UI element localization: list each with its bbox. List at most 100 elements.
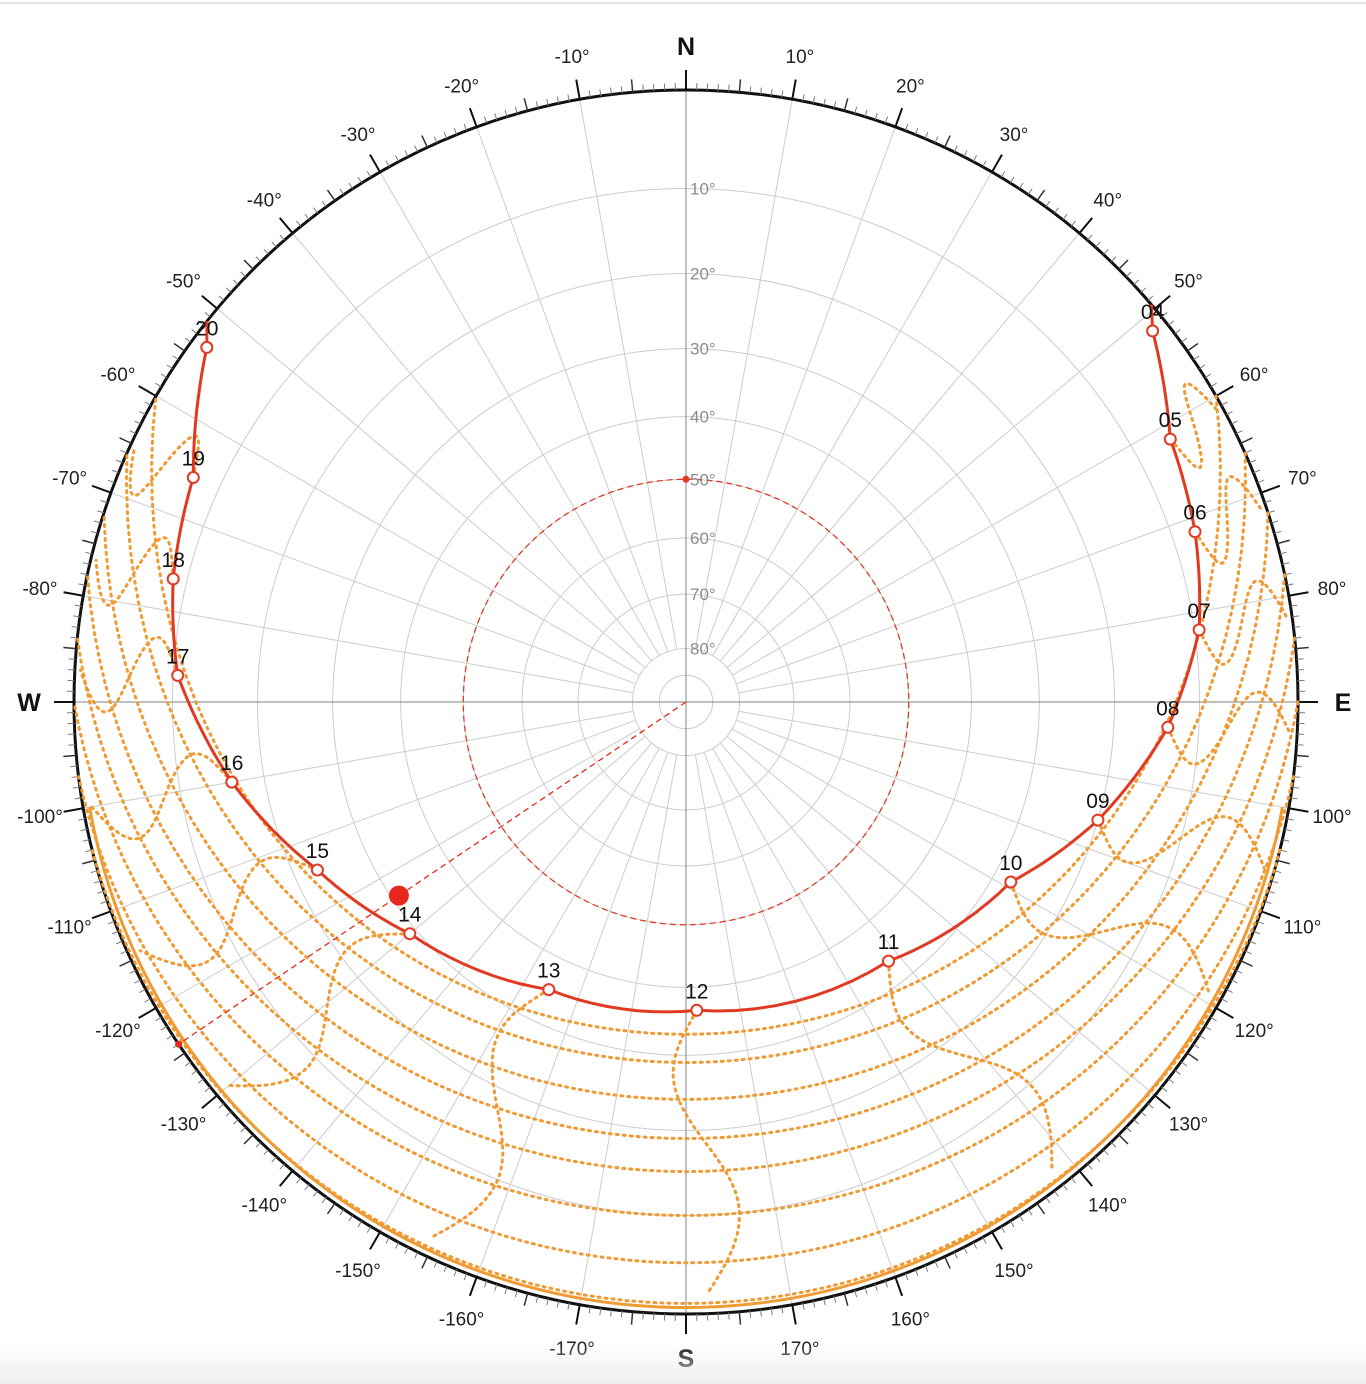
azimuth-tick [1186,1052,1199,1062]
azimuth-tick [225,1111,232,1117]
azimuth-tick [833,101,837,109]
azimuth-tick [924,1265,929,1272]
azimuth-tick [119,437,132,445]
hour-marker-08 [1161,720,1175,734]
azimuth-tick [1133,1119,1140,1125]
altitude-label: 40° [690,408,716,427]
azimuth-gridline [110,719,636,912]
hour-analemma [1009,880,1211,994]
azimuth-tick [1279,551,1287,555]
azimuth-tick [1009,176,1015,184]
azimuth-tick [483,1280,488,1288]
azimuth-tick [494,1283,498,1291]
azimuth-tick [1249,459,1256,464]
azimuth-label: -110° [47,917,91,938]
azimuth-label: -40° [247,191,282,212]
azimuth-tick [97,890,105,894]
azimuth-tick [1147,1103,1154,1109]
hour-analemma [227,932,412,1088]
azimuth-label: -150° [335,1261,381,1282]
azimuth-tick [770,1307,773,1316]
azimuth-tick [760,1309,762,1317]
seasonal-path [75,636,1297,1174]
azimuth-tick [326,189,336,202]
reference-altitude-circle [462,475,910,926]
azimuth-tick [1027,1209,1033,1216]
azimuth-tick [514,1290,518,1298]
hour-label-09: 09 [1086,790,1109,813]
azimuth-gridline [216,736,646,1096]
azimuth-tick [72,786,81,789]
azimuth-tick [453,127,458,135]
azimuth-tick [369,154,381,173]
azimuth-gridline [726,308,1156,668]
azimuth-gridline [83,595,634,694]
azimuth-tick [1167,1078,1175,1084]
azimuth-tick [139,988,146,994]
hour-analemma [1166,690,1292,766]
azimuth-tick [90,870,98,874]
azimuth-tick [1180,1061,1188,1067]
azimuth-tick [1240,959,1253,967]
azimuth-tick [144,401,151,406]
azimuth-tick [240,1126,247,1133]
azimuth-tick [620,1310,623,1318]
azimuth-tick [1264,900,1272,905]
azimuth-tick [271,241,277,248]
azimuth-tick [93,520,101,524]
hour-analemma [1193,475,1263,566]
azimuth-tick [1282,562,1290,565]
azimuth-tick [453,1269,458,1277]
azimuth-gridline [694,99,793,650]
azimuth-tick [504,109,508,117]
azimuth-tick [116,940,123,945]
azimuth-ticks [54,70,1318,1334]
azimuth-gridline [292,742,652,1172]
azimuth-label: -10° [555,47,590,68]
azimuth-tick [263,1149,269,1156]
reference-circle [462,478,910,926]
hour-marker-20 [200,340,214,354]
chart-labels: N E S W 10°20°30°40°50°60°70°80°100°110°… [17,33,1351,1373]
hour-marker-04 [1146,324,1160,338]
hour-label-19: 19 [182,448,205,471]
azimuth-tick [904,123,909,131]
azimuth-tick [630,1311,634,1325]
cardinal-north: N [677,33,695,61]
azimuth-tick [1274,530,1282,534]
azimuth-label: 130° [1169,1115,1208,1136]
hour-marker-14 [403,927,417,941]
azimuth-tick [107,479,115,484]
azimuth-tick [854,1290,858,1298]
azimuth-tick [1260,484,1281,494]
azimuth-gridline [712,748,993,1233]
hour-marker-16 [225,775,239,789]
azimuth-tick [1286,818,1294,821]
seasonal-path [77,775,1295,1265]
azimuth-tick [802,1302,805,1310]
altitude-label: 10° [690,180,716,199]
azimuth-tick [823,1298,826,1306]
azimuth-tick [70,636,78,639]
azimuth-tick [1103,1149,1109,1156]
azimuth-tick [556,1300,560,1308]
azimuth-tick [1018,182,1024,190]
azimuth-gridline [579,99,678,650]
azimuth-tick [97,510,105,514]
azimuth-tick [100,499,108,504]
azimuth-tick [1036,189,1046,202]
azimuth-label: -30° [340,125,375,146]
altitude-label: 80° [690,640,716,659]
azimuth-gridline [110,492,636,685]
horizon-orange-band [88,806,1284,1309]
azimuth-tick [1204,1025,1212,1031]
azimuth-tick [119,959,132,967]
azimuth-tick [421,135,429,148]
azimuth-tick [321,1196,327,1204]
azimuth-tick [197,1078,205,1084]
current-sun-marker [388,885,409,906]
azimuth-tick [494,113,498,121]
azimuth-label: -80° [22,579,57,600]
azimuth-label: 20° [896,77,925,98]
azimuth-tick [348,182,354,190]
